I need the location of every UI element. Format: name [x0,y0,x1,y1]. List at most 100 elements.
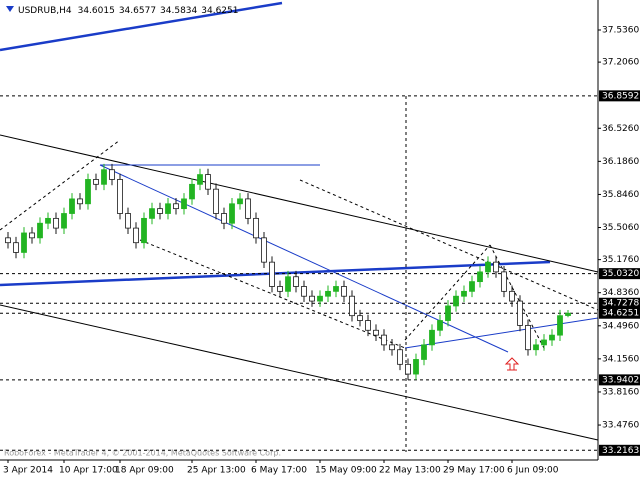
symbol-icon [6,6,14,12]
trend-line [0,134,599,273]
candle-body [333,286,339,292]
candle-body [453,295,459,307]
candle-body [493,261,499,273]
candle-body [237,198,243,205]
candle-body [357,315,363,321]
candle-body [541,339,547,346]
candle-body [13,242,19,253]
channel-line [0,139,121,231]
candle-body [421,344,427,360]
candle-body [525,325,531,351]
chart-title: USDRUB,H4 34.6015 34.6577 34.5834 34.6251 [18,6,238,16]
ohlc-open: 34.6015 [78,6,115,16]
channel-line [489,244,546,351]
ohlc-close: 34.6251 [201,6,238,16]
candle-body [309,295,315,302]
level-badge [599,90,640,102]
candle-body [389,344,395,351]
trend-line [404,317,599,349]
candle-body [373,329,379,336]
candle-body [501,271,507,292]
candle-body [133,227,139,244]
trend-line [0,260,551,287]
candle-body [461,290,467,297]
candle-body [413,359,419,375]
candle-body [93,179,99,185]
y-tick-label: 35.1760 [602,255,639,265]
level-badge [599,307,640,319]
candle-body [45,217,51,224]
candle-body [261,237,267,263]
candle-body [197,174,203,185]
y-tick-label: 36.5260 [602,124,639,134]
level-badge [599,374,640,386]
level-label: 33.9402 [602,375,639,385]
candle-body [85,179,91,205]
level-badge [599,268,640,280]
y-tick-label: 37.5360 [602,25,639,35]
candle-body [221,213,227,224]
x-tick-label: 6 Jun 09:00 [507,466,559,476]
candle-body [285,276,291,292]
candle-body [365,320,371,331]
candle-body [485,261,491,273]
candle-body [349,295,355,317]
y-tick-label: 36.1860 [602,157,639,167]
x-tick-label: 6 May 17:00 [251,466,307,476]
candle-body [557,315,563,336]
candle-body [405,363,411,375]
candle-body [269,261,275,287]
candle-body [29,232,35,239]
level-badge [599,297,640,309]
x-tick-label: 18 Apr 09:00 [115,466,174,476]
candle-body [213,188,219,214]
candle-body [189,183,195,200]
y-tick-label: 34.1560 [602,354,639,364]
level-label: 36.8592 [602,91,639,101]
candle-body [37,222,43,239]
symbol: USDRUB,H4 [18,6,72,16]
candle-body [61,213,67,229]
x-tick-label: 10 Apr 17:00 [59,466,118,476]
candle-body [205,174,211,190]
level-label: 34.6251 [602,309,639,319]
candle-body [381,334,387,346]
level-label: 35.0320 [602,269,639,279]
candle-body [397,349,403,365]
y-tick-label: 37.2060 [602,58,639,68]
channel-line [299,179,599,311]
x-tick-label: 3 Apr 2014 [3,466,53,476]
x-tick-label: 15 May 09:00 [315,466,377,476]
candle-body [77,198,83,205]
candle-body [445,305,451,321]
candle-body [293,276,299,287]
candle-body [517,300,523,326]
candle-body [245,198,251,219]
candle-body [125,213,131,229]
level-label: 33.2163 [602,446,639,456]
candle-body [21,232,27,253]
candle-body [509,290,515,302]
candle-body [325,290,331,297]
candle-body [477,271,483,283]
candle-body [157,208,163,214]
candle-body [429,329,435,346]
candle-body [277,286,283,292]
y-tick-label: 34.8360 [602,288,639,298]
candle-body [53,217,59,229]
candle-body [5,237,11,244]
candle-body [469,281,475,292]
candle-body [173,203,179,210]
candle-body [533,344,539,351]
watermark: RoboForex - MetaTrader 4, © 2001-2014, M… [4,449,281,458]
y-tick-label: 35.5060 [602,223,639,233]
y-tick-label: 34.4960 [602,321,639,331]
x-tick-label: 22 May 13:00 [379,466,441,476]
analysis-drawings [0,1,599,452]
y-tick-label: 35.8460 [602,190,639,200]
ohlc-low: 34.5834 [160,6,197,16]
trend-line [0,1,283,52]
trend-line [0,304,599,441]
y-tick-label: 33.4760 [602,421,639,431]
candle-body [317,295,323,302]
